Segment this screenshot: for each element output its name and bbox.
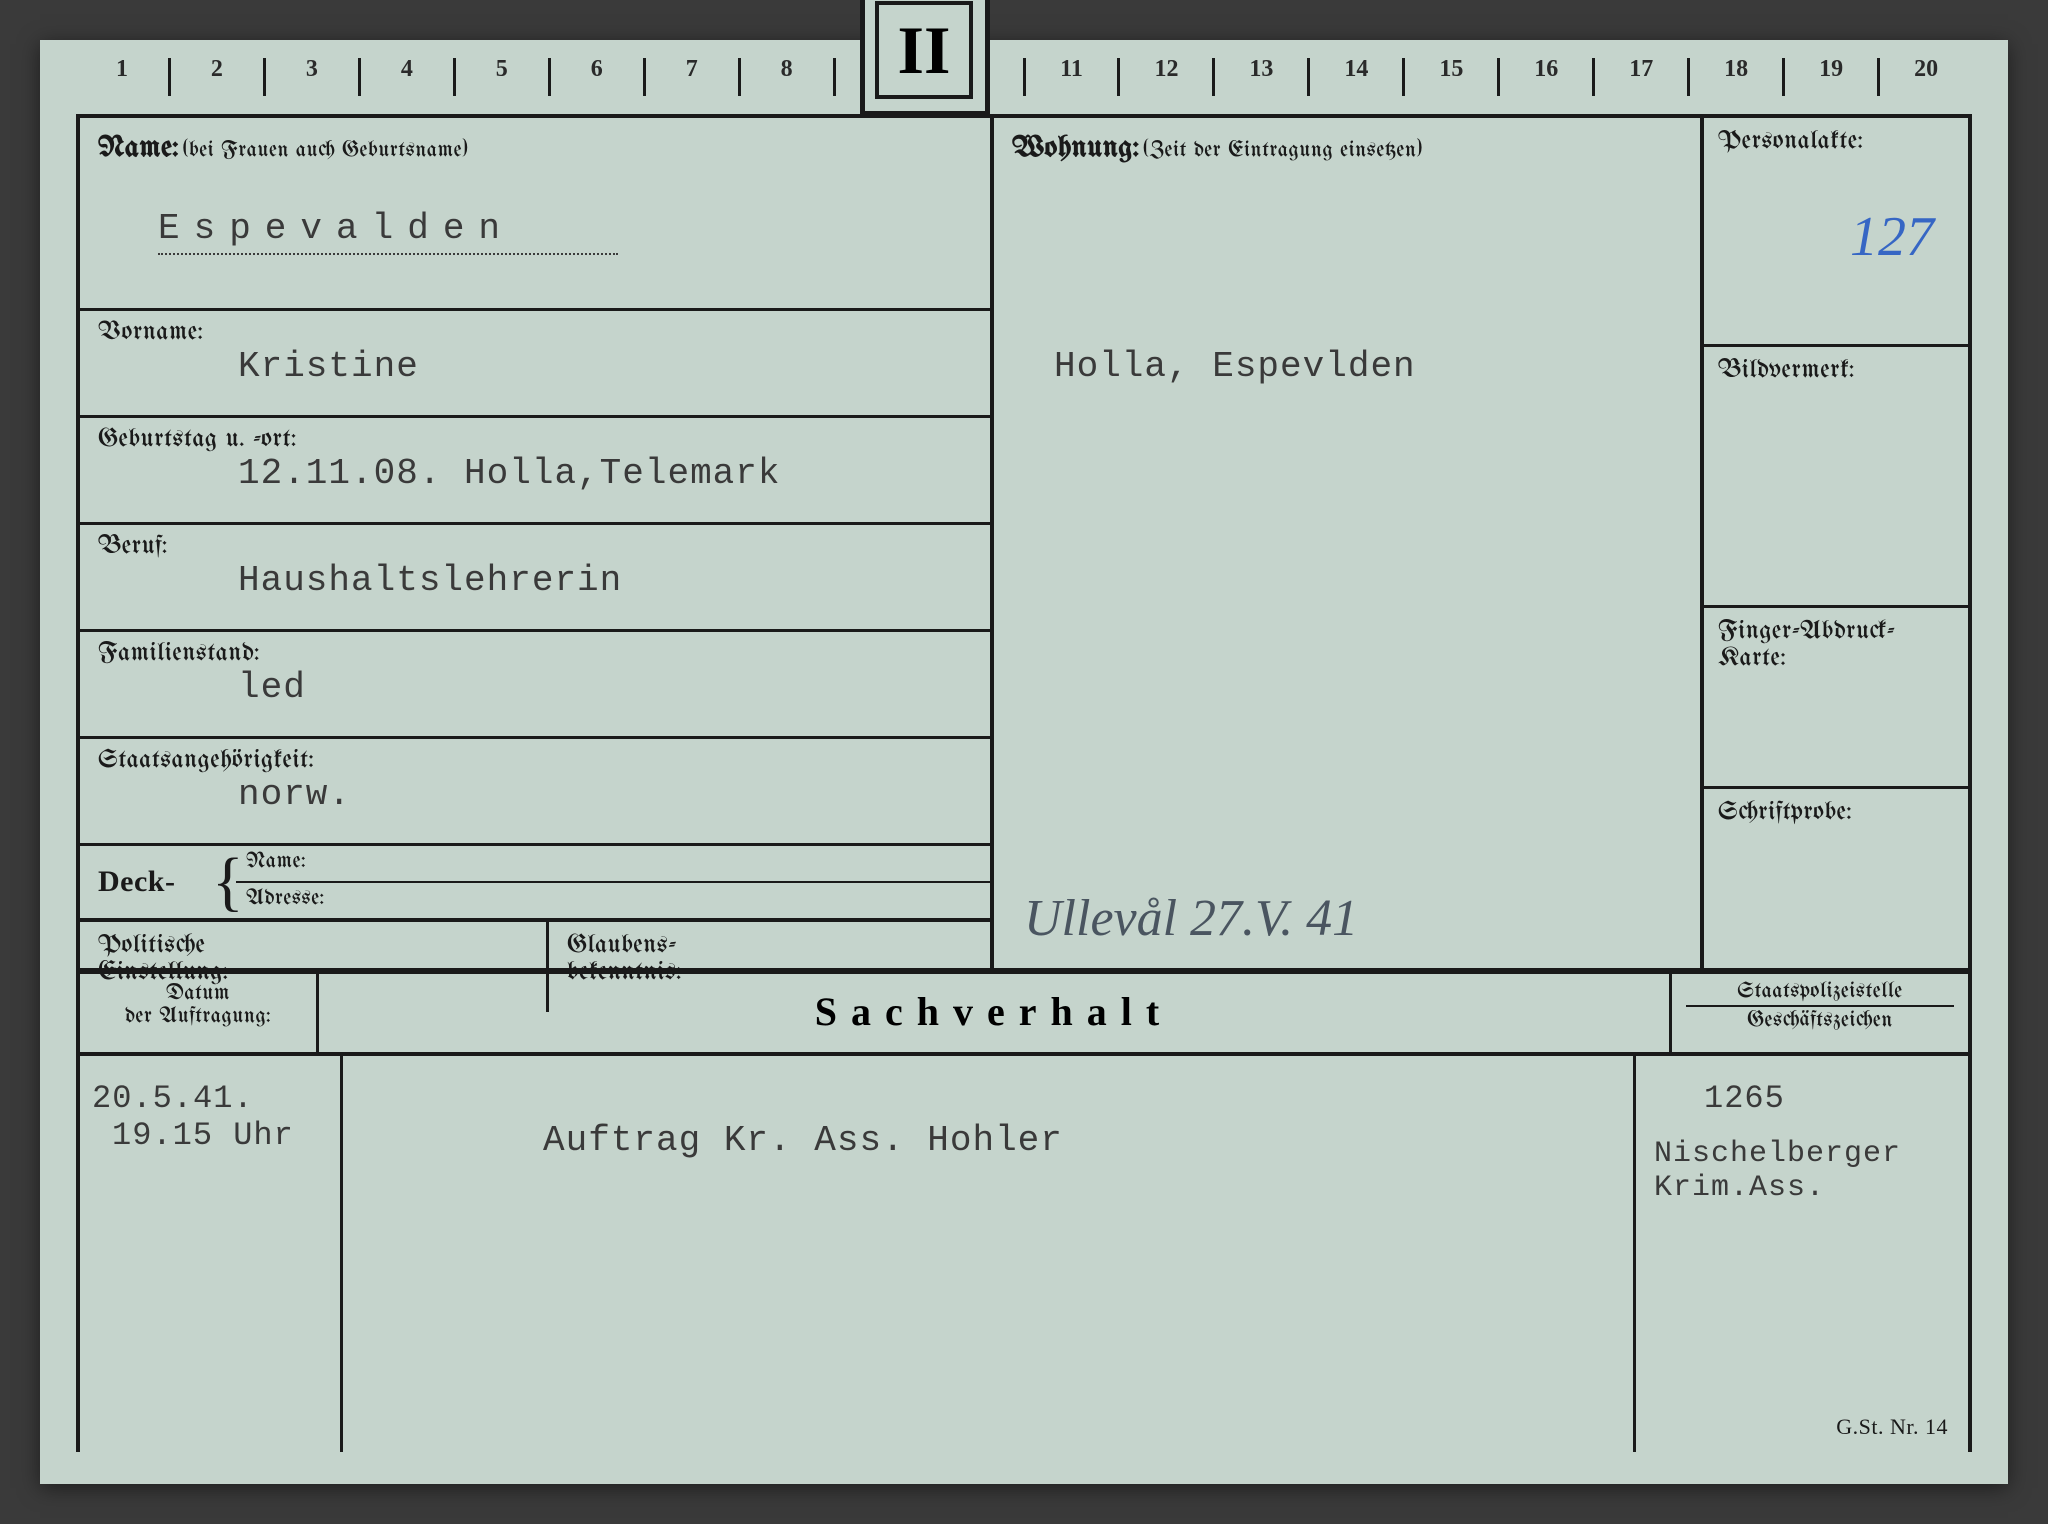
wohnung-label: Wohnung: [1012, 132, 1139, 164]
ruler-tick: 19 [1785, 58, 1880, 96]
vorname-value: Kristine [238, 346, 972, 387]
deck-label: Deck- [80, 846, 212, 918]
ruler-scale: 1 2 3 4 5 6 7 8 9 10 11 12 13 14 15 16 1… [76, 40, 1972, 118]
geburtstag-value: 12.11.08. Holla,Telemark [238, 453, 972, 494]
left-column: Name: (bei Frauen auch Geburtsname) Espe… [80, 118, 994, 968]
geburtstag-label: Geburtstag u. -ort: [98, 426, 972, 453]
entry-ref: 1265 [1704, 1080, 1950, 1117]
beruf-field: Beruf: Haushaltslehrerin [80, 525, 990, 632]
staatsang-value: norw. [238, 774, 972, 815]
ruler-tick: 6 [551, 58, 646, 96]
ruler-tick: 2 [171, 58, 266, 96]
lower-body: 20.5.41. 19.15 Uhr Auftrag Kr. Ass. Hohl… [80, 1056, 1968, 1452]
lower-header: Datum der Auftragung: Sachverhalt Staats… [80, 974, 1968, 1056]
familienstand-field: Familienstand: led [80, 632, 990, 739]
brace-icon: { [212, 846, 236, 918]
beruf-label: Beruf: [98, 533, 972, 560]
ruler-tick: 13 [1215, 58, 1310, 96]
vorname-label: Vorname: [98, 319, 972, 346]
geschaeftszeichen-label: Geschäftszeichen [1672, 1009, 1968, 1032]
familienstand-label: Familienstand: [98, 640, 972, 667]
ruler-tick: 15 [1405, 58, 1500, 96]
category-numeral: II [875, 1, 973, 99]
deck-adresse-label: Adresse: [236, 883, 990, 918]
name-hint: (bei Frauen auch Geburtsname) [183, 139, 468, 162]
ruler-tick: 16 [1500, 58, 1595, 96]
ruler-tick: 17 [1595, 58, 1690, 96]
datum-header: Datum der Auftragung: [80, 974, 319, 1052]
entry-name2: Krim.Ass. [1654, 1171, 1950, 1205]
handwritten-note: Ullevål 27.V. 41 [1024, 889, 1358, 948]
bildvermerk-label: Bildvermerk: [1718, 357, 1954, 384]
personalakte-value: 127 [1718, 205, 1934, 269]
stelle-header: Staatspolizeistelle Geschäftszeichen [1672, 974, 1968, 1052]
familienstand-value: led [238, 667, 972, 708]
beruf-value: Haushaltslehrerin [238, 560, 972, 601]
category-box: II [860, 0, 990, 116]
name-field: Name: (bei Frauen auch Geburtsname) Espe… [80, 118, 990, 311]
fingerabdruck-label1: Finger-Abdruck- [1718, 618, 1954, 645]
wohnung-header: Wohnung: (Zeit der Eintragung einsetzen) [994, 118, 1700, 206]
ruler-tick: 4 [361, 58, 456, 96]
upper-section: Name: (bei Frauen auch Geburtsname) Espe… [80, 118, 1968, 974]
sachverhalt-header: Sachverhalt [319, 974, 1672, 1052]
ruler-tick: 20 [1880, 58, 1972, 96]
entry-date1: 20.5.41. [92, 1080, 328, 1117]
ruler-tick: 7 [646, 58, 741, 96]
politische-label1: Politische [98, 932, 528, 959]
personalakte-field: Personalakte: 127 [1704, 118, 1968, 347]
staatsang-field: Staatsangehörigkeit: norw. [80, 739, 990, 846]
deckname-field: Deck- { Name: Adresse: [80, 846, 990, 922]
wohnung-hint: (Zeit der Eintragung einsetzen) [1143, 139, 1422, 162]
entry-date2: 19.15 Uhr [112, 1117, 328, 1154]
glaubens-label1: Glaubens- [567, 932, 972, 959]
record-card: II 1 2 3 4 5 6 7 8 9 10 11 12 13 14 15 1… [40, 40, 2008, 1484]
entry-main-cell: Auftrag Kr. Ass. Hohler [343, 1056, 1636, 1452]
middle-column: Wohnung: (Zeit der Eintragung einsetzen)… [994, 118, 1704, 968]
datum-label1: Datum [80, 982, 316, 1005]
staatsang-label: Staatsangehörigkeit: [98, 747, 972, 774]
stelle-label: Staatspolizeistelle [1686, 980, 1954, 1007]
main-frame: Name: (bei Frauen auch Geburtsname) Espe… [76, 118, 1972, 1452]
name-label: Name: [98, 132, 179, 164]
ruler-tick: 5 [456, 58, 551, 96]
fingerabdruck-label2: Karte: [1718, 645, 1954, 672]
ruler-tick: 18 [1690, 58, 1785, 96]
ruler-tick: 3 [266, 58, 361, 96]
wohnung-value: Holla, Espevlden [1054, 346, 1700, 387]
schriftprobe-field: Schriftprobe: [1704, 789, 1968, 968]
personalakte-label: Personalakte: [1718, 128, 1954, 155]
geburtstag-field: Geburtstag u. -ort: 12.11.08. Holla,Tele… [80, 418, 990, 525]
entry-name1: Nischelberger [1654, 1137, 1950, 1171]
schriftprobe-label: Schriftprobe: [1718, 799, 1954, 826]
ruler-tick: 12 [1120, 58, 1215, 96]
fingerabdruck-field: Finger-Abdruck- Karte: [1704, 608, 1968, 790]
right-column: Personalakte: 127 Bildvermerk: Finger-Ab… [1704, 118, 1968, 968]
name-value: Espevalden [158, 208, 514, 249]
vorname-field: Vorname: Kristine [80, 311, 990, 418]
entry-ref-cell: 1265 Nischelberger Krim.Ass. G.St. Nr. 1… [1636, 1056, 1968, 1452]
ruler-tick: 8 [741, 58, 836, 96]
deck-name-label: Name: [236, 846, 990, 883]
ruler-tick: 11 [1026, 58, 1121, 96]
entry-date-cell: 20.5.41. 19.15 Uhr [80, 1056, 343, 1452]
datum-label2: der Auftragung: [80, 1005, 316, 1028]
entry-text: Auftrag Kr. Ass. Hohler [543, 1120, 1593, 1161]
ruler-tick: 1 [76, 58, 171, 96]
ruler-tick: 14 [1310, 58, 1405, 96]
bildvermerk-field: Bildvermerk: [1704, 347, 1968, 608]
form-number: G.St. Nr. 14 [1836, 1414, 1948, 1440]
